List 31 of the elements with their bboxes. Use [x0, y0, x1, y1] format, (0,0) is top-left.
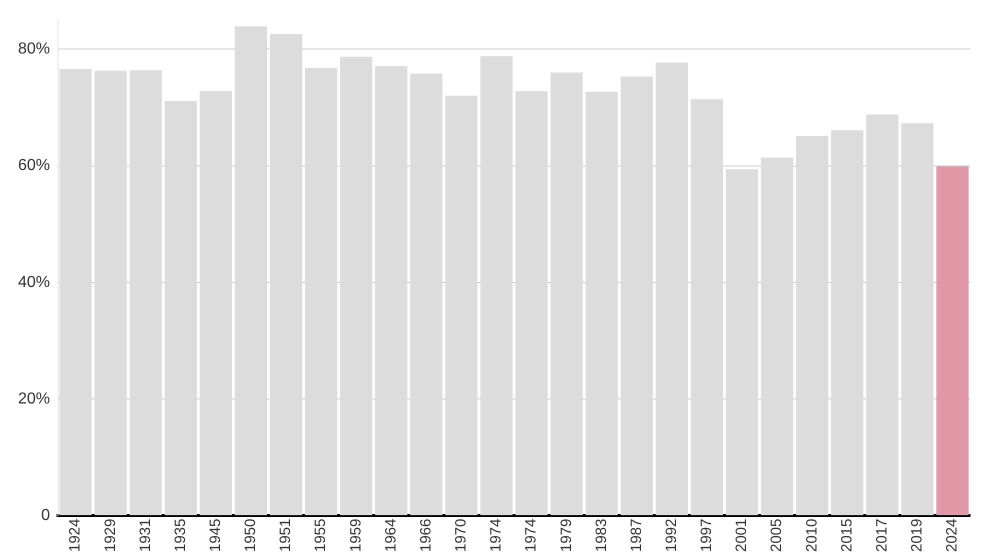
x-tick-label: 1959 — [347, 518, 364, 552]
x-tick-label: 1935 — [172, 518, 189, 552]
x-tick-label: 1931 — [136, 518, 154, 552]
x-tick-label: 1929 — [102, 518, 119, 552]
x-tick-label: 2024 — [944, 518, 961, 552]
x-tick-label: 1987 — [628, 518, 645, 552]
x-tick-label: 1992 — [662, 518, 680, 552]
x-tick-label: 1964 — [382, 518, 400, 552]
x-tick-label: 1950 — [242, 518, 260, 552]
x-tick-label: 2015 — [838, 518, 856, 552]
x-tick-label: 1951 — [277, 518, 294, 552]
y-tick-label: 80% — [18, 40, 50, 58]
x-tick-label: 1955 — [312, 518, 330, 552]
x-tick-label: 1945 — [207, 518, 224, 552]
x-tick-label: 1974 — [522, 518, 540, 552]
x-tick-label: 1970 — [452, 518, 470, 552]
x-tick-label: 1983 — [592, 518, 610, 552]
x-tick-label: 2005 — [768, 518, 786, 552]
y-tick-label: 0 — [41, 507, 50, 524]
x-tick-label: 1966 — [417, 518, 434, 552]
x-tick-label: 1979 — [558, 518, 575, 552]
y-tick-label: 40% — [18, 274, 50, 291]
x-tick-label: 1974 — [488, 518, 505, 552]
y-tick-label: 20% — [18, 390, 50, 408]
x-tick-label: 2001 — [733, 518, 750, 552]
x-tick-label: 2019 — [908, 518, 926, 552]
x-tick-label: 1924 — [66, 518, 84, 552]
x-tick-label: 2017 — [873, 518, 890, 552]
y-tick-label: 60% — [18, 157, 50, 174]
x-tick-label: 2010 — [803, 518, 820, 552]
x-tick-label: 1997 — [698, 518, 716, 552]
